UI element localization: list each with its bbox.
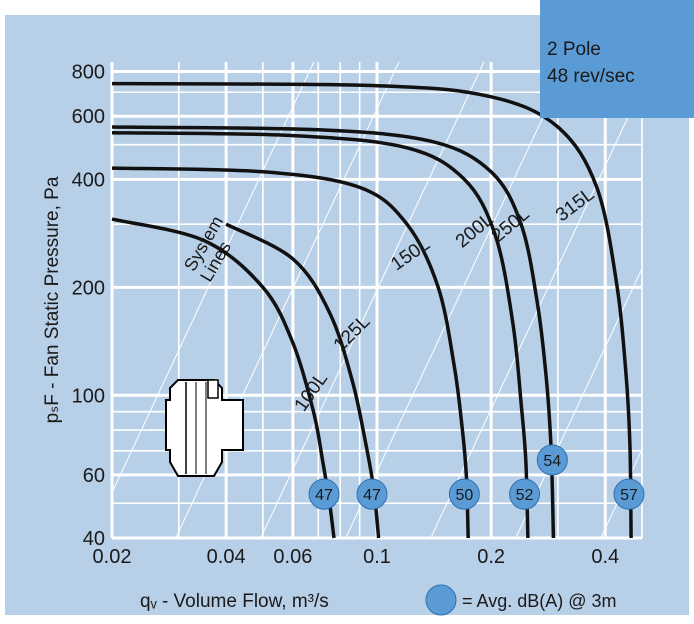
dba-marker-100L <box>308 478 340 510</box>
axis-labels-layer: 0.02 0.04 0.06 0.1 0.2 0.4 40 60 100 200 400 600 800… <box>42 61 619 612</box>
dba-marker-200L <box>509 478 541 510</box>
info-box <box>540 0 694 118</box>
info-box-line2: 48 rev/sec <box>547 66 635 87</box>
fan-curve-150L <box>111 166 470 539</box>
dba-label: 52 <box>516 487 534 504</box>
y-tick-label: 60 <box>83 465 105 487</box>
y-tick-label: 600 <box>72 106 105 128</box>
system-line <box>430 86 642 538</box>
dba-label: 47 <box>315 487 333 504</box>
x-axis-title: qᵥ - Volume Flow, m³/s <box>140 591 329 612</box>
y-tick-label: 200 <box>72 277 105 299</box>
y-axis-title: pₛF - Fan Static Pressure, Pa <box>42 176 63 423</box>
dba-label: 47 <box>363 487 381 504</box>
y-tick-label: 40 <box>83 528 105 550</box>
system-line <box>112 62 315 494</box>
info-box-line1: 2 Pole <box>547 39 601 60</box>
x-tick-label: 0.4 <box>591 546 619 568</box>
dba-marker-150L <box>448 478 480 510</box>
y-tick-label: 800 <box>72 61 105 83</box>
x-tick-label: 0.04 <box>207 546 246 568</box>
fan-curve-250L <box>111 125 556 539</box>
x-tick-label: 0.1 <box>363 546 391 568</box>
legend-text: = Avg. dB(A) @ 3m <box>462 591 617 611</box>
fan-curve-200L <box>111 130 530 539</box>
dba-label: 50 <box>455 487 473 504</box>
dba-label: 57 <box>620 487 638 504</box>
fan-curve-315L <box>111 81 633 539</box>
dba-marker-250L <box>536 444 568 476</box>
fan-unit-icon <box>165 379 244 477</box>
dba-label: 54 <box>543 453 561 470</box>
dba-marker-125L <box>356 478 388 510</box>
x-tick-label: 0.02 <box>93 546 132 568</box>
x-tick-label: 0.2 <box>477 546 505 568</box>
x-tick-label: 0.06 <box>273 546 312 568</box>
curves-layer: 47 47 50 52 54 57 <box>111 81 645 539</box>
system-line <box>345 62 570 538</box>
system-line <box>260 62 485 538</box>
y-tick-label: 400 <box>72 169 105 191</box>
dba-marker-315L <box>613 478 645 510</box>
legend-marker <box>425 584 457 616</box>
y-tick-label: 100 <box>72 385 105 407</box>
